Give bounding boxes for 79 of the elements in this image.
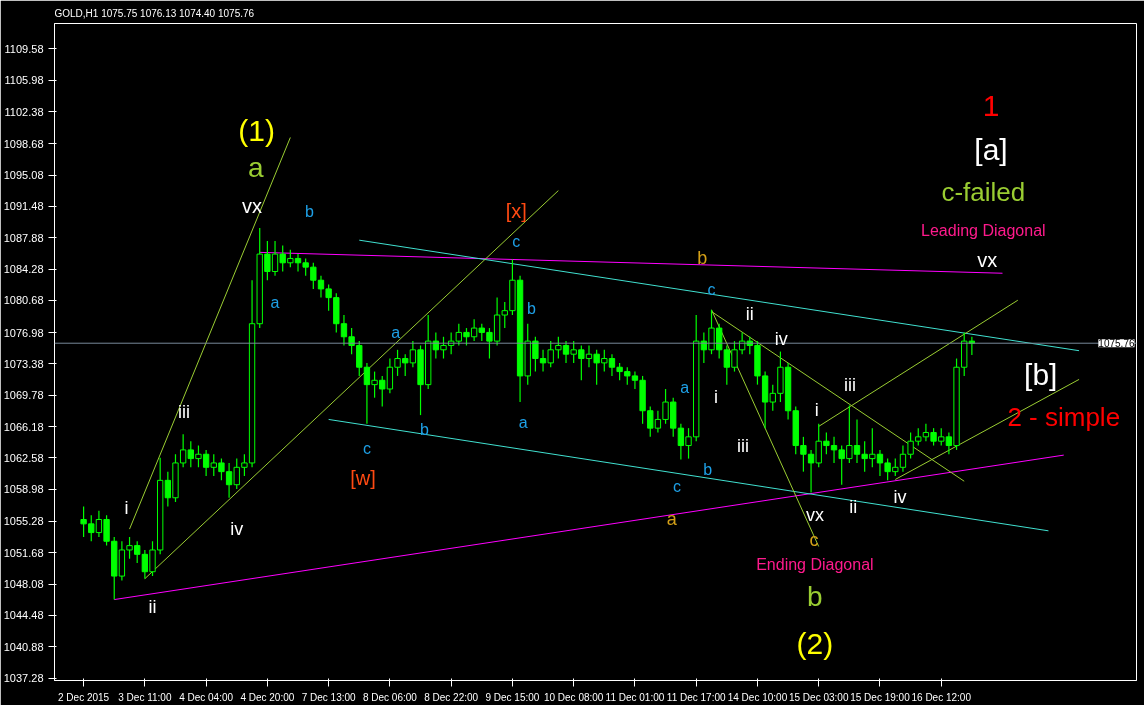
annotation: c — [673, 477, 682, 495]
y-tick-label: 1062.58 — [3, 451, 44, 464]
annotation: iv — [774, 328, 788, 349]
annotation: a — [680, 378, 690, 396]
annotation: b — [305, 202, 315, 220]
x-tick-label: 3 Dec 11:00 — [118, 691, 172, 703]
annotation: ii — [745, 304, 754, 325]
y-tick-label: 1058.98 — [3, 483, 44, 496]
annotation: c — [809, 529, 819, 550]
y-tick-label: 1040.88 — [3, 640, 44, 653]
y-tick-label: 1095.08 — [3, 169, 44, 182]
annotation: b — [807, 581, 823, 613]
annotation: (1) — [238, 114, 275, 148]
annotation: iii — [736, 435, 749, 456]
annotation: b — [527, 300, 537, 318]
y-tick-label: 1091.48 — [3, 200, 44, 213]
annotation: b — [419, 420, 429, 438]
y-tick-label: 1102.38 — [4, 105, 44, 118]
annotation: c — [362, 439, 371, 457]
annotation: b — [697, 247, 708, 268]
annotation: c — [512, 233, 521, 251]
annotation: Leading Diagonal — [921, 222, 1046, 240]
annotation: a — [391, 323, 401, 341]
y-tick-label: 1109.58 — [4, 42, 44, 55]
x-tick-label: 10 Dec 08:00 — [543, 691, 604, 703]
annotation: [x] — [505, 200, 527, 223]
annotation: i — [814, 399, 819, 420]
annotation: ii — [849, 497, 858, 518]
y-tick-label: 1105.98 — [4, 74, 44, 87]
annotation: b — [703, 460, 713, 478]
y-tick-label: 1084.28 — [3, 263, 44, 276]
x-tick-label: 7 Dec 13:00 — [301, 691, 357, 703]
annotation: vx — [242, 195, 263, 218]
annotation: a — [666, 508, 678, 529]
annotation: [b] — [1024, 357, 1058, 391]
y-tick-label: 1076.98 — [3, 326, 44, 339]
x-tick-label: 16 Dec 12:00 — [911, 691, 972, 703]
annotation: iv — [230, 519, 244, 540]
x-tick-label: 4 Dec 04:00 — [179, 691, 234, 703]
x-tick-label: 15 Dec 19:00 — [850, 691, 911, 703]
annotation: vx — [977, 249, 998, 272]
ref-line-label: 1075.76 — [1098, 338, 1135, 350]
y-tick-label: 1087.88 — [3, 231, 44, 244]
y-tick-label: 1048.08 — [3, 578, 44, 591]
y-tick-label: 1051.68 — [3, 546, 44, 559]
x-tick-label: 8 Dec 22:00 — [424, 691, 479, 703]
chart-title: GOLD,H1 1075.75 1076.13 1074.40 1075.76 — [54, 7, 255, 19]
x-tick-label: 8 Dec 06:00 — [362, 691, 418, 703]
x-tick-label: 15 Dec 03:00 — [788, 691, 849, 703]
annotation: i — [714, 386, 719, 407]
annotation: 1 — [982, 89, 1000, 123]
x-tick-label: 11 Dec 17:00 — [666, 691, 727, 703]
annotation: a — [248, 152, 265, 184]
annotation: c-failed — [941, 177, 1026, 208]
y-tick-label: 1073.38 — [3, 357, 44, 370]
annotation: iii — [844, 374, 857, 395]
y-tick-label: 1044.48 — [3, 609, 44, 622]
x-tick-label: 9 Dec 15:00 — [485, 691, 540, 703]
x-tick-label: 4 Dec 20:00 — [240, 691, 295, 703]
x-tick-label: 11 Dec 01:00 — [605, 691, 665, 703]
y-tick-label: 1055.28 — [3, 515, 44, 528]
annotation: [a] — [974, 133, 1008, 167]
annotation: a — [518, 413, 528, 431]
annotation: [w] — [350, 466, 376, 489]
annotation: Ending Diagonal — [756, 556, 874, 574]
y-tick-label: 1080.68 — [3, 294, 44, 307]
annotation: iv — [893, 486, 907, 507]
annotation: ii — [148, 597, 157, 618]
annotation: vx — [805, 505, 824, 526]
y-tick-label: 1066.18 — [3, 420, 44, 433]
annotation: (2) — [796, 627, 834, 661]
x-tick-label: 14 Dec 10:00 — [727, 691, 788, 703]
y-tick-label: 1069.78 — [3, 389, 44, 402]
annotation: i — [124, 498, 129, 519]
y-tick-label: 1098.68 — [3, 137, 44, 150]
x-tick-label: 2 Dec 2015 — [58, 691, 110, 703]
annotation: a — [270, 294, 280, 312]
y-tick-label: 1037.28 — [3, 672, 44, 685]
annotation: iii — [177, 402, 190, 423]
